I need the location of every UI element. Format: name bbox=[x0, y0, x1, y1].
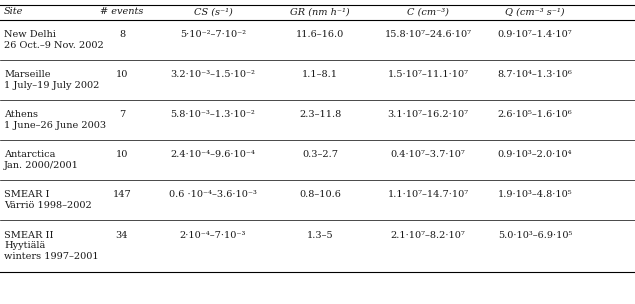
Text: SMEAR II: SMEAR II bbox=[4, 231, 53, 240]
Text: Athens: Athens bbox=[4, 110, 38, 119]
Text: 0.6 ·10⁻⁴–3.6·10⁻³: 0.6 ·10⁻⁴–3.6·10⁻³ bbox=[169, 190, 257, 199]
Text: 1.1·10⁷–14.7·10⁷: 1.1·10⁷–14.7·10⁷ bbox=[387, 190, 469, 199]
Text: 5·10⁻²–7·10⁻²: 5·10⁻²–7·10⁻² bbox=[180, 30, 246, 39]
Text: 1.9·10³–4.8·10⁵: 1.9·10³–4.8·10⁵ bbox=[498, 190, 572, 199]
Text: 10: 10 bbox=[116, 150, 128, 159]
Text: CS (s⁻¹): CS (s⁻¹) bbox=[194, 8, 232, 16]
Text: 0.3–2.7: 0.3–2.7 bbox=[302, 150, 338, 159]
Text: 2·10⁻⁴–7·10⁻³: 2·10⁻⁴–7·10⁻³ bbox=[180, 231, 246, 240]
Text: 34: 34 bbox=[116, 231, 128, 240]
Text: 0.9·10⁷–1.4·10⁷: 0.9·10⁷–1.4·10⁷ bbox=[498, 30, 572, 39]
Text: Site: Site bbox=[4, 8, 23, 16]
Text: 11.6–16.0: 11.6–16.0 bbox=[296, 30, 344, 39]
Text: Q (cm⁻³ s⁻¹): Q (cm⁻³ s⁻¹) bbox=[505, 8, 565, 16]
Text: SMEAR I: SMEAR I bbox=[4, 190, 50, 199]
Text: 7: 7 bbox=[119, 110, 125, 119]
Text: 3.2·10⁻³–1.5·10⁻²: 3.2·10⁻³–1.5·10⁻² bbox=[171, 70, 255, 79]
Text: 147: 147 bbox=[112, 190, 131, 199]
Text: 5.8·10⁻³–1.3·10⁻²: 5.8·10⁻³–1.3·10⁻² bbox=[171, 110, 255, 119]
Text: 26 Oct.–9 Nov. 2002: 26 Oct.–9 Nov. 2002 bbox=[4, 41, 104, 50]
Text: 10: 10 bbox=[116, 70, 128, 79]
Text: 0.4·10⁷–3.7·10⁷: 0.4·10⁷–3.7·10⁷ bbox=[391, 150, 465, 159]
Text: 2.3–11.8: 2.3–11.8 bbox=[299, 110, 341, 119]
Text: Jan. 2000/2001: Jan. 2000/2001 bbox=[4, 161, 79, 170]
Text: 5.0·10³–6.9·10⁵: 5.0·10³–6.9·10⁵ bbox=[498, 231, 572, 240]
Text: 1 July–19 July 2002: 1 July–19 July 2002 bbox=[4, 81, 99, 90]
Text: 0.9·10³–2.0·10⁴: 0.9·10³–2.0·10⁴ bbox=[498, 150, 572, 159]
Text: Värriö 1998–2002: Värriö 1998–2002 bbox=[4, 201, 91, 210]
Text: 8: 8 bbox=[119, 30, 125, 39]
Text: 2.1·10⁷–8.2·10⁷: 2.1·10⁷–8.2·10⁷ bbox=[391, 231, 465, 240]
Text: 2.6·10⁵–1.6·10⁶: 2.6·10⁵–1.6·10⁶ bbox=[498, 110, 572, 119]
Text: # events: # events bbox=[100, 8, 144, 16]
Text: 0.8–10.6: 0.8–10.6 bbox=[299, 190, 341, 199]
Text: 15.8·10⁷–24.6·10⁷: 15.8·10⁷–24.6·10⁷ bbox=[385, 30, 472, 39]
Text: Marseille: Marseille bbox=[4, 70, 51, 79]
Text: winters 1997–2001: winters 1997–2001 bbox=[4, 252, 98, 261]
Text: Antarctica: Antarctica bbox=[4, 150, 55, 159]
Text: 1.1–8.1: 1.1–8.1 bbox=[302, 70, 338, 79]
Text: GR (nm h⁻¹): GR (nm h⁻¹) bbox=[290, 8, 350, 16]
Text: 8.7·10⁴–1.3·10⁶: 8.7·10⁴–1.3·10⁶ bbox=[498, 70, 572, 79]
Text: C (cm⁻³): C (cm⁻³) bbox=[407, 8, 449, 16]
Text: 1.3–5: 1.3–5 bbox=[307, 231, 333, 240]
Text: 2.4·10⁻⁴–9.6·10⁻⁴: 2.4·10⁻⁴–9.6·10⁻⁴ bbox=[171, 150, 255, 159]
Text: 1 June–26 June 2003: 1 June–26 June 2003 bbox=[4, 121, 106, 130]
Text: Hyytiälä: Hyytiälä bbox=[4, 241, 45, 250]
Text: 3.1·10⁷–16.2·10⁷: 3.1·10⁷–16.2·10⁷ bbox=[387, 110, 469, 119]
Text: 1.5·10⁷–11.1·10⁷: 1.5·10⁷–11.1·10⁷ bbox=[387, 70, 469, 79]
Text: New Delhi: New Delhi bbox=[4, 30, 56, 39]
